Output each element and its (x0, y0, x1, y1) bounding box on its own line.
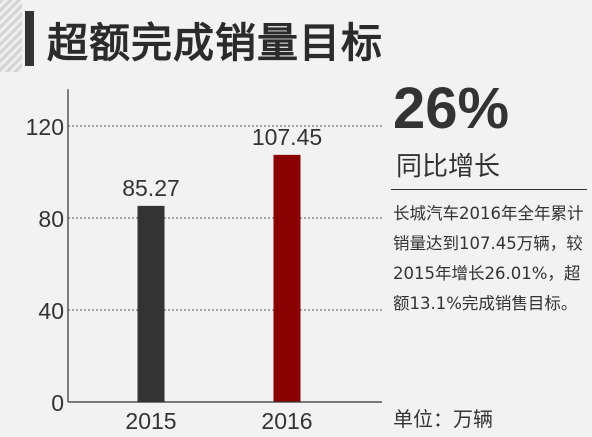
y-tick-label: 80 (38, 206, 64, 232)
grid-lines (68, 125, 382, 311)
header-accent-bar (25, 11, 34, 66)
bar-2016 (273, 154, 301, 402)
labels: 0 40 80 120 85.27 2015 107.45 2016 (26, 114, 323, 434)
unit-label: 单位：万辆 (393, 407, 493, 431)
growth-caption: 同比增长 (396, 152, 501, 182)
header-stripe-decoration (0, 0, 22, 72)
y-tick-label: 40 (38, 298, 64, 324)
page-title: 超额完成销量目标 (47, 19, 383, 67)
axes (67, 89, 382, 403)
x-tick-label: 2016 (261, 408, 312, 434)
side-divider (391, 189, 587, 190)
bar-2015 (137, 205, 165, 402)
x-tick-label: 2015 (125, 408, 176, 434)
bar-chart: 0 40 80 120 85.27 2015 107.45 2016 (26, 89, 382, 434)
growth-percent: 26% (393, 76, 510, 141)
y-tick-label: 120 (26, 114, 64, 140)
bar-value-label: 85.27 (122, 175, 180, 201)
bar-value-label: 107.45 (252, 124, 322, 150)
sales-description: 长城汽车2016年全年累计销量达到107.45万辆，较2015年增长26.01%… (393, 204, 584, 313)
bars (137, 154, 301, 402)
y-tick-label: 0 (51, 390, 64, 416)
